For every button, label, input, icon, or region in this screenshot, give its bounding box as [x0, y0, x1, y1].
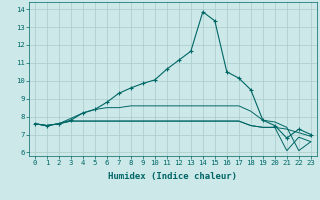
- X-axis label: Humidex (Indice chaleur): Humidex (Indice chaleur): [108, 172, 237, 181]
